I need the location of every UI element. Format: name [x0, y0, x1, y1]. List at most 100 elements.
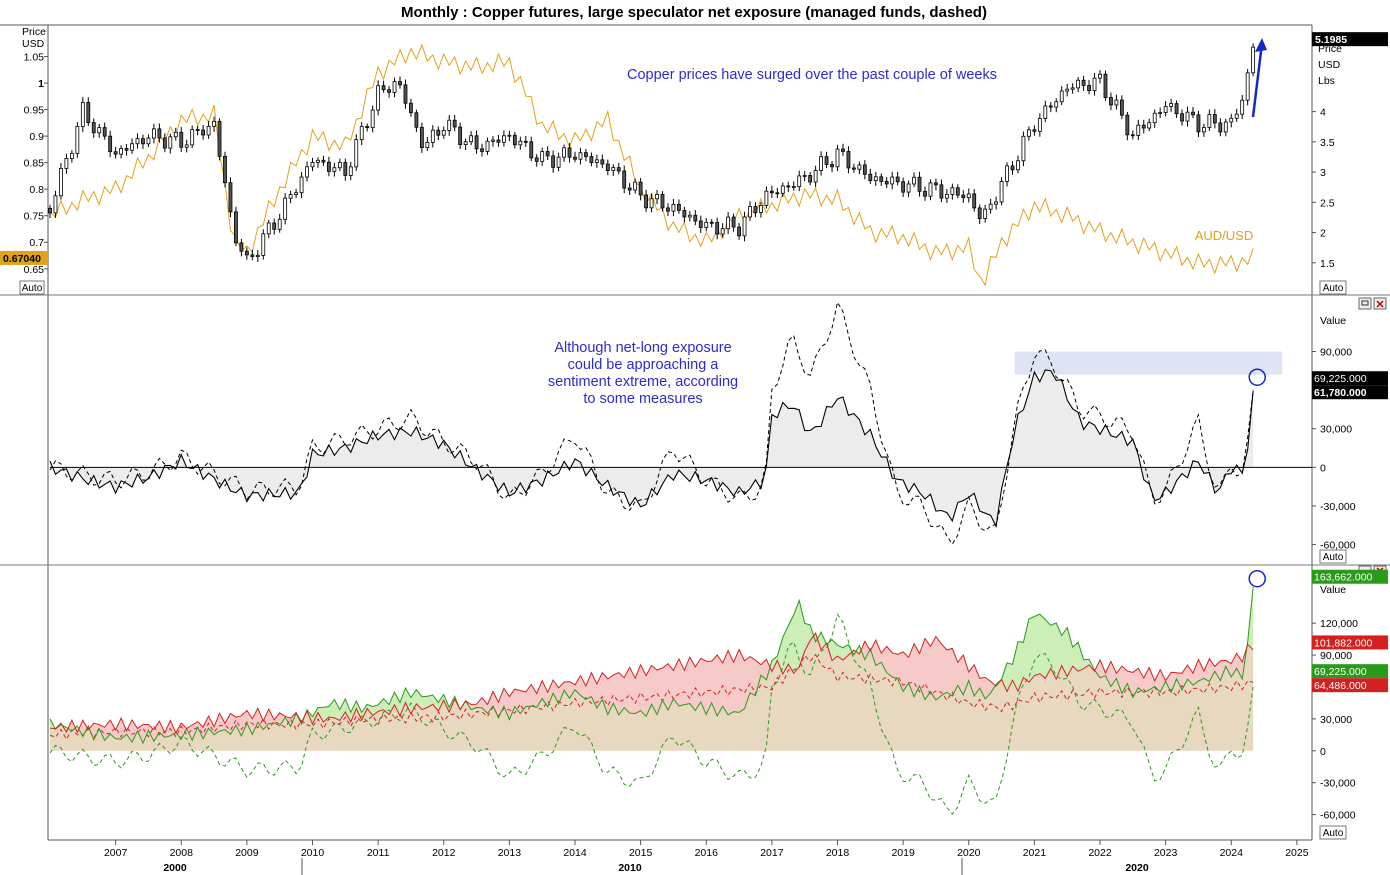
copper-candle — [212, 120, 216, 127]
auto-button-price-right[interactable]: Auto — [1319, 280, 1347, 295]
restore-button[interactable] — [1358, 297, 1372, 310]
copper-candle — [731, 216, 736, 228]
copper-candle — [578, 152, 583, 160]
left-tick-label: 0.75 — [24, 211, 45, 223]
copper-candle — [250, 254, 255, 257]
copper-candle — [1081, 79, 1086, 86]
copper-candle — [584, 152, 588, 157]
copper-candle — [1005, 165, 1009, 182]
copper-candle — [649, 198, 654, 209]
ls-last-tag-3 — [1312, 678, 1388, 693]
copper-candle — [1048, 105, 1053, 108]
copper-candle — [223, 155, 227, 184]
copper-candle — [633, 181, 638, 191]
left-tick-label: 0.9 — [29, 131, 44, 143]
copper-candle — [1229, 117, 1234, 123]
copper-candle — [244, 250, 249, 256]
copper-candle — [879, 176, 884, 182]
copper-candle — [955, 187, 960, 196]
net-axis-title: Value — [1320, 315, 1346, 327]
x-decade-label: 2020 — [1125, 862, 1149, 874]
audusd-last-value: 0.67040 — [3, 253, 41, 265]
net-annotation-line: could be approaching a — [568, 357, 720, 373]
copper-candle — [923, 190, 927, 197]
net-panel-window-buttons[interactable] — [1358, 297, 1387, 310]
left-axis-title: USD — [22, 38, 45, 50]
common-area — [50, 640, 1254, 751]
right-tick-label: 3.5 — [1320, 137, 1335, 149]
copper-candle — [436, 129, 441, 136]
copper-candle — [1174, 103, 1179, 115]
x-tick-label: 2023 — [1154, 847, 1178, 859]
x-decade-label: 2000 — [163, 862, 187, 874]
copper-candle — [381, 85, 386, 91]
panel-frames — [0, 24, 1390, 841]
copper-candle — [184, 144, 189, 148]
copper-candle — [912, 176, 916, 185]
copper-candle — [91, 122, 96, 134]
ls-last-value-0: 163,662.000 — [1314, 572, 1373, 584]
net-annotation-line: Although net-long exposure — [554, 340, 731, 356]
copper-candle — [108, 135, 113, 153]
copper-candle — [474, 135, 479, 150]
x-tick-label: 2018 — [826, 847, 850, 859]
copper-candle — [239, 242, 244, 252]
x-tick-label: 2022 — [1088, 847, 1112, 859]
copper-candle — [742, 216, 747, 237]
copper-candle — [59, 167, 63, 197]
x-tick-label: 2017 — [760, 847, 784, 859]
copper-candle — [567, 147, 572, 158]
copper-candle — [69, 152, 74, 159]
ls-last-value-1: 101,882.000 — [1314, 637, 1373, 649]
ls-tick-label: 0 — [1320, 746, 1326, 758]
auto-button-price-left[interactable]: Auto — [19, 280, 45, 295]
copper-candle — [343, 162, 348, 176]
copper-candle — [234, 211, 238, 244]
net-tick-label: -60,000 — [1320, 540, 1356, 552]
auto-button-ls[interactable]: Auto — [1319, 825, 1347, 840]
copper-candle — [616, 167, 621, 172]
ls-last-tag-1 — [1312, 635, 1388, 650]
copper-candle — [261, 233, 266, 256]
net-tick-label: -30,000 — [1320, 501, 1356, 513]
copper-candle — [950, 187, 955, 195]
copper-candle — [545, 151, 550, 157]
right-axis-title: USD — [1318, 59, 1341, 71]
left-tick-label: 1.05 — [24, 52, 45, 64]
copper-candle — [1054, 101, 1059, 108]
copper-candle — [704, 221, 709, 228]
copper-candle — [671, 203, 676, 212]
copper-candle — [1109, 97, 1113, 106]
copper-candle — [551, 155, 556, 168]
auto-button-net[interactable]: Auto — [1319, 549, 1347, 564]
net-annotation-line: to some measures — [583, 391, 702, 407]
copper-candle — [830, 164, 834, 168]
right-tick-label: 2.5 — [1320, 197, 1335, 209]
short-line — [49, 632, 1254, 734]
copper-candle — [605, 163, 610, 171]
x-tick-label: 2010 — [301, 847, 325, 859]
surge-arrow-line — [1251, 42, 1264, 118]
copper-candle — [917, 176, 922, 192]
ls-tick-label: -30,000 — [1320, 778, 1356, 790]
left-tick-label: 0.8 — [29, 184, 44, 196]
net-tick-label: 0 — [1320, 462, 1326, 474]
copper-candle — [512, 134, 517, 146]
left-tick-label: 0.95 — [24, 105, 45, 117]
copper-candle — [376, 85, 381, 111]
copper-last-value: 5.1985 — [1315, 34, 1347, 46]
copper-candle — [698, 220, 703, 228]
copper-candle — [64, 158, 69, 169]
copper-annotation: Copper prices have surged over the past … — [627, 67, 997, 83]
copper-candle — [1240, 99, 1245, 115]
net-dashed-line — [49, 613, 1254, 816]
auto-label: Auto — [1323, 283, 1344, 294]
ls-last-value-2: 69,225.000 — [1314, 666, 1367, 678]
copper-candle — [146, 137, 151, 145]
copper-candle — [682, 209, 687, 218]
copper-candle — [53, 195, 58, 214]
copper-candle — [666, 207, 670, 212]
left-tick-label: 1 — [38, 78, 44, 90]
copper-candle — [868, 173, 873, 182]
x-tick-label: 2007 — [104, 847, 128, 859]
